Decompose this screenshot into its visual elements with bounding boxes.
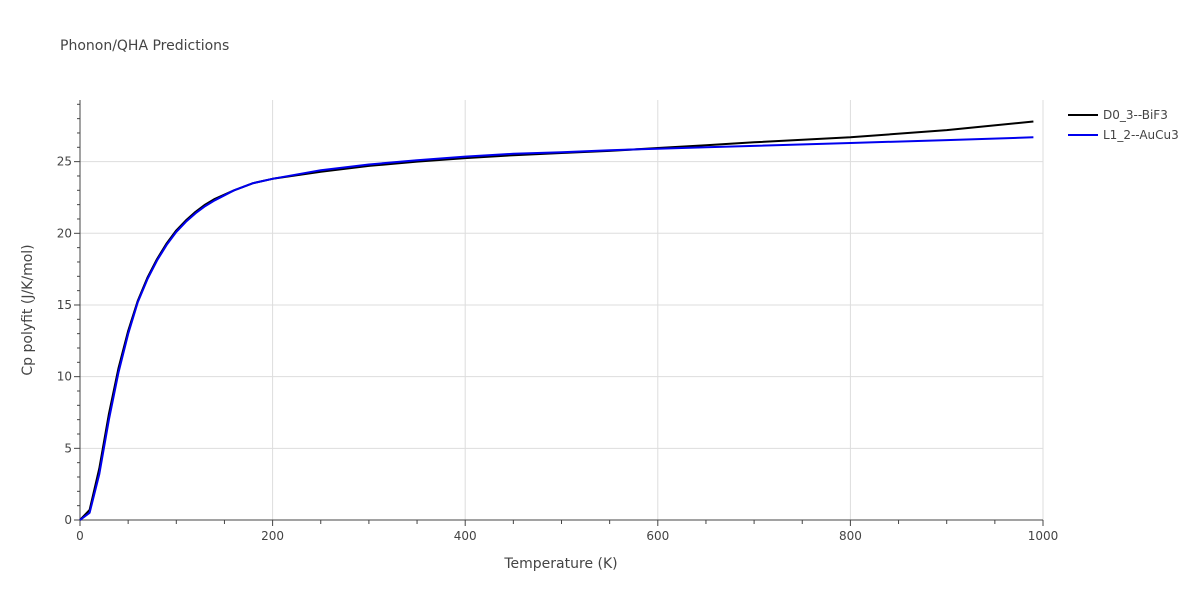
y-tick-label: 0	[64, 513, 72, 527]
x-tick-label: 800	[839, 529, 862, 543]
y-tick-label: 5	[64, 441, 72, 455]
legend-item-1[interactable]: D0_3--BiF3	[1068, 108, 1168, 122]
x-tick-label: 0	[76, 529, 84, 543]
legend-item-2[interactable]: L1_2--AuCu3	[1068, 128, 1179, 142]
chart-title: Phonon/QHA Predictions	[60, 38, 229, 54]
y-tick-label: 25	[57, 155, 72, 169]
series-lines	[79, 120, 1034, 521]
y-tick-label: 10	[57, 370, 72, 384]
x-tick-label: 400	[454, 529, 477, 543]
y-tick-label: 20	[57, 226, 72, 240]
series-line-1	[79, 120, 1034, 521]
x-tick-label: 200	[261, 529, 284, 543]
legend-label: D0_3--BiF3	[1103, 108, 1168, 122]
x-tick-label: 1000	[1028, 529, 1059, 543]
x-tick-label: 600	[646, 529, 669, 543]
legend[interactable]: D0_3--BiF3 L1_2--AuCu3	[1068, 108, 1179, 142]
y-axis-label: Cp polyfit (J/K/mol)	[20, 244, 36, 375]
series-line-2	[79, 136, 1034, 521]
x-axis-label: Temperature (K)	[503, 556, 617, 572]
y-tick-label: 15	[57, 298, 72, 312]
legend-label: L1_2--AuCu3	[1103, 128, 1179, 142]
grid-lines	[80, 100, 1044, 520]
axes: 0 200 400 600 800 1000 0 5 10 15 20 25	[57, 100, 1059, 543]
